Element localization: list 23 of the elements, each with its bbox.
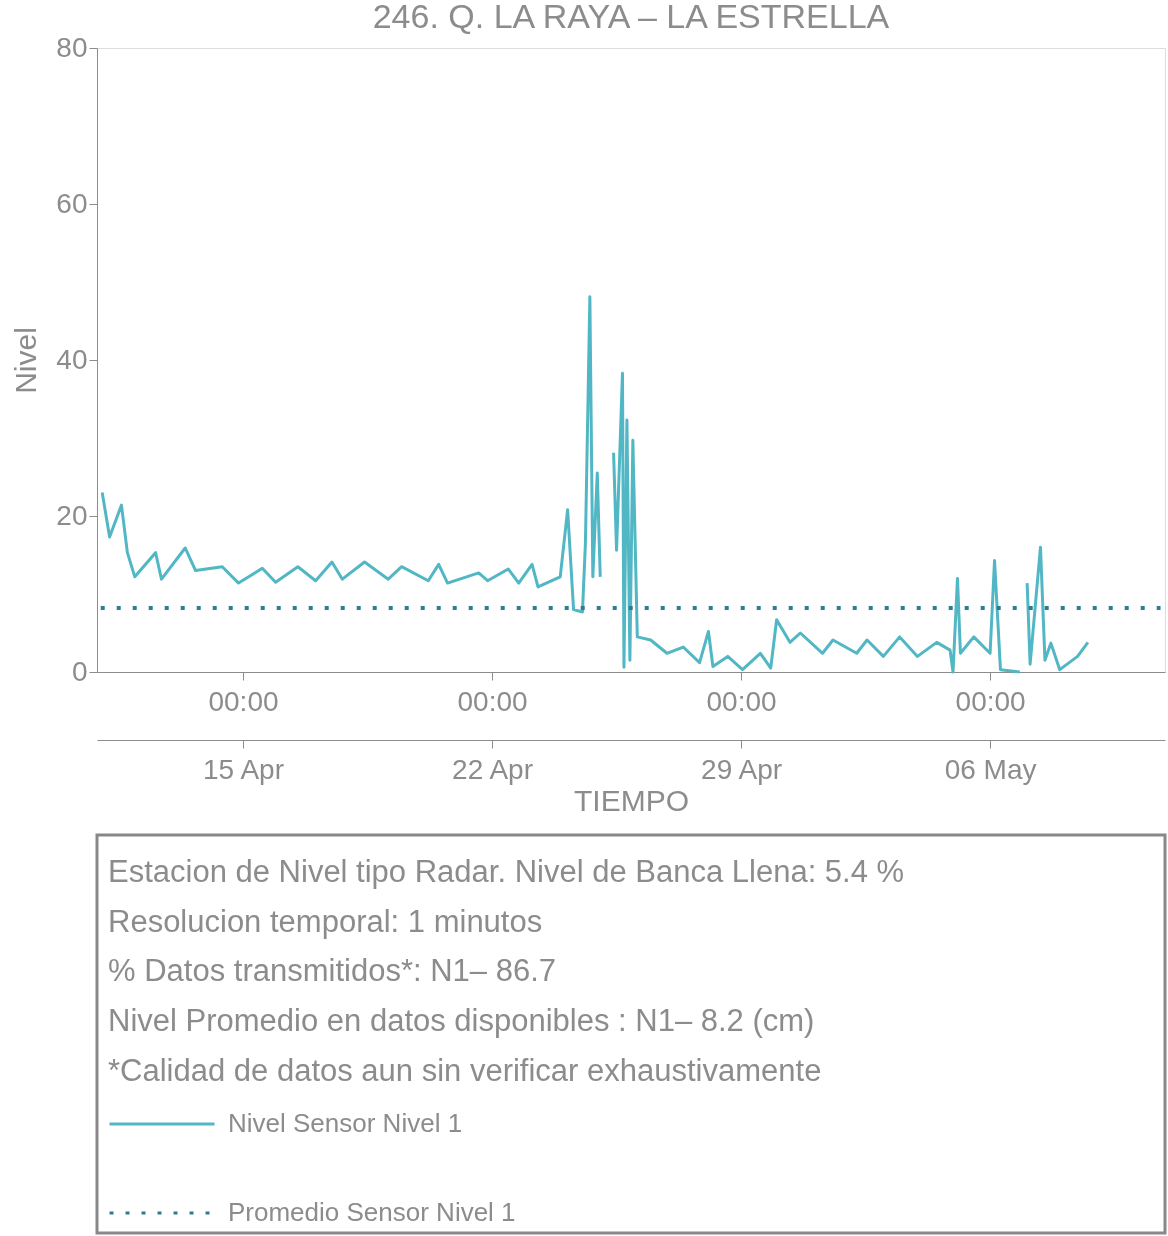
y-axis-title: Nivel <box>9 327 43 394</box>
text: % Datos transmitidos*: N1– 86.7 <box>108 953 556 989</box>
x-axis-title: TIEMPO <box>573 783 690 817</box>
x-tick-label: 00:00 <box>706 685 777 717</box>
y-tick-label: 20 <box>56 499 88 531</box>
y-tick-label: 0 <box>71 655 88 687</box>
text: *Calidad de datos aun sin verificar exhaustivamente <box>108 1052 822 1088</box>
y-tick-label: 60 <box>56 187 88 219</box>
legend-label: Nivel Sensor Nivel 1 <box>228 1108 463 1138</box>
y-tick-label: 40 <box>56 343 88 375</box>
text: Estacion de Nivel tipo Radar. Nivel de Banca Llena: 5.4 % <box>108 854 905 889</box>
y-tick-label: 80 <box>56 31 88 63</box>
x-tick-label: 00:00 <box>955 685 1026 717</box>
text: Resolucion temporal: 1 minutos <box>108 903 543 939</box>
chart-title: 246. Q. LA RAYA – LA ESTRELLA <box>372 0 890 35</box>
legend-label: Promedio Sensor Nivel 1 <box>228 1197 516 1227</box>
x-tick-label: 00:00 <box>457 685 528 717</box>
x2-tick-label: 06 May <box>944 753 1037 785</box>
text: Nivel Promedio en datos disponibles : N1– 8.2 (cm) <box>108 1003 815 1039</box>
x2-tick-label: 29 Apr <box>701 753 783 785</box>
x2-tick-label: 15 Apr <box>203 753 284 785</box>
x-tick-label: 00:00 <box>208 685 279 717</box>
x2-tick-label: 22 Apr <box>452 753 534 785</box>
